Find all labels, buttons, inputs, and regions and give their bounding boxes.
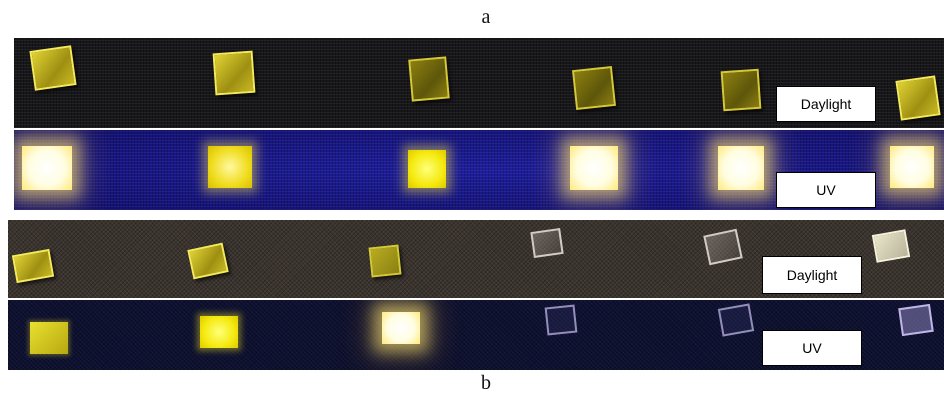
crystal bbox=[544, 304, 578, 336]
crystal bbox=[408, 150, 446, 188]
crystal bbox=[30, 322, 68, 354]
panel-label-a: a bbox=[481, 6, 491, 28]
crystal bbox=[200, 316, 238, 348]
crystal bbox=[570, 146, 618, 190]
uv-label-b: UV bbox=[762, 330, 862, 366]
crystal bbox=[718, 146, 764, 190]
panel-label-b: b bbox=[481, 372, 491, 394]
crystal bbox=[408, 56, 450, 102]
uv-label-a: UV bbox=[776, 172, 876, 208]
crystal bbox=[187, 242, 229, 280]
crystal bbox=[717, 303, 755, 337]
crystal bbox=[703, 228, 743, 266]
crystal bbox=[368, 244, 402, 278]
crystal bbox=[572, 66, 616, 110]
crystal bbox=[720, 68, 762, 112]
crystal bbox=[898, 303, 934, 337]
crystal bbox=[890, 146, 934, 188]
crystal bbox=[11, 248, 55, 284]
crystal bbox=[382, 312, 420, 344]
crystal bbox=[22, 146, 72, 190]
crystal bbox=[871, 229, 911, 263]
crystal bbox=[29, 45, 77, 91]
crystal bbox=[208, 146, 252, 188]
crystal bbox=[530, 228, 564, 258]
crystal bbox=[212, 50, 256, 96]
crystal bbox=[895, 75, 941, 121]
daylight-label-a: Daylight bbox=[776, 86, 876, 122]
daylight-label-b: Daylight bbox=[762, 256, 862, 294]
panel-a-daylight-photo bbox=[14, 38, 944, 128]
